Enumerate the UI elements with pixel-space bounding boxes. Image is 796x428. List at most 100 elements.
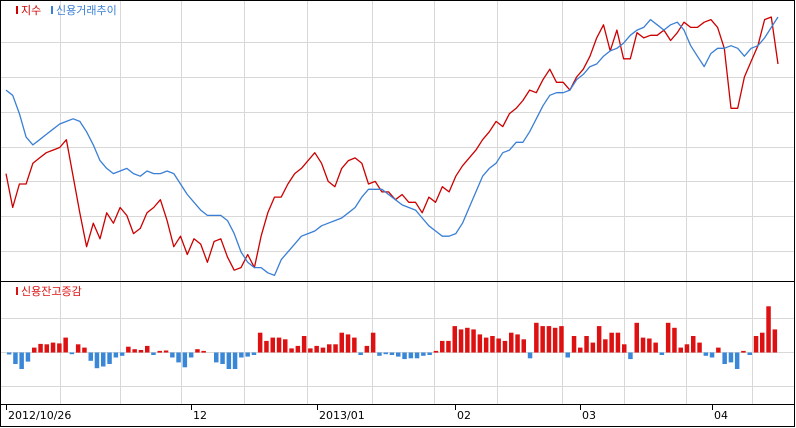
credit-balance-bar: [377, 352, 382, 356]
credit-balance-bar: [182, 352, 188, 368]
credit-balance-bar: [672, 327, 677, 353]
credit-balance-bar: [75, 344, 81, 353]
credit-balance-bar: [772, 329, 778, 353]
credit-balance-bar: [245, 352, 250, 357]
credit-balance-bar: [509, 332, 514, 353]
credit-balance-bar: [257, 332, 263, 353]
credit-balance-bar: [276, 337, 282, 353]
credit-balance-bar: [370, 332, 376, 353]
credit-balance-bar: [628, 352, 633, 360]
credit-balance-bar: [107, 352, 112, 364]
credit-balance-bar: [427, 352, 432, 355]
credit-balance-bar: [163, 350, 169, 353]
credit-balance-bar: [458, 329, 464, 353]
credit-balance-bar: [94, 352, 100, 369]
credit-balance-bar: [19, 352, 24, 369]
legend-label: 신용잔고증감: [21, 285, 82, 298]
credit-balance-bar: [126, 346, 131, 353]
credit-balance-bar: [301, 336, 307, 353]
credit-balance-bar: [352, 337, 357, 353]
credit-balance-bar: [101, 352, 106, 367]
credit-balance-bar: [188, 352, 194, 358]
credit-balance-bar: [314, 345, 319, 353]
x-tick-label: 04: [714, 409, 728, 422]
credit-balance-bar: [496, 338, 501, 353]
credit-balance-bar: [232, 352, 238, 369]
legend-label: 지수: [21, 4, 41, 17]
credit-balance-bar: [327, 344, 332, 353]
credit-balance-bar: [640, 337, 646, 353]
credit-balance-bar: [50, 342, 56, 353]
top-panel: 지수 신용거래추이: [1, 1, 794, 281]
credit-balance-bar: [251, 352, 257, 355]
credit-balance-bar: [559, 326, 564, 353]
credit-balance-bar: [283, 339, 288, 353]
credit-balance-bar: [584, 336, 589, 353]
credit-balance-bar: [534, 322, 539, 353]
credit-balance-bar: [364, 345, 370, 353]
credit-balance-bar: [728, 352, 734, 363]
x-tick-label: 2012/10/26: [8, 409, 71, 422]
credit-balance-bar: [596, 326, 602, 353]
credit-balance-bar: [615, 332, 621, 353]
credit-balance-bar: [157, 350, 162, 353]
credit-balance-bar: [540, 326, 545, 353]
credit-balance-bar: [747, 352, 752, 355]
credit-balance-bar: [226, 352, 232, 369]
credit-balance-bar: [590, 342, 596, 353]
credit-balance-bar: [603, 339, 608, 353]
x-tick-label: 12: [193, 409, 207, 422]
credit-balance-bar: [339, 332, 344, 353]
credit-balance-bar: [333, 344, 338, 353]
credit-balance-bar: [295, 345, 301, 353]
credit-balance-bar: [383, 352, 388, 355]
credit-balance-bar: [753, 336, 759, 353]
credit-balance-bar: [659, 352, 665, 355]
credit-balance-bar: [170, 352, 175, 358]
credit-balance-bar: [734, 352, 740, 369]
credit-balance-bar: [220, 352, 225, 364]
credit-balance-bar: [502, 340, 508, 353]
credit-balance-bar: [69, 352, 75, 355]
credit-balance-bar: [13, 352, 18, 364]
index-series-line: [5, 16, 779, 271]
credit-balance-bar: [527, 352, 533, 359]
credit-balance-bar: [201, 350, 206, 353]
credit-balance-bar: [239, 352, 244, 358]
credit-balance-bar: [44, 344, 49, 353]
x-tick-label: 02: [457, 409, 471, 422]
credit-balance-bar: [289, 348, 294, 353]
legend-marker: [51, 6, 53, 14]
credit-balance-bar: [38, 343, 43, 353]
credit-balance-bar: [678, 347, 683, 353]
credit-balance-bar: [57, 343, 62, 353]
credit-balance-bar: [214, 352, 219, 363]
legend-marker: [16, 287, 18, 295]
credit-balance-bar: [609, 332, 614, 353]
credit-balance-bar: [264, 340, 269, 353]
legend-marker: [16, 6, 18, 14]
x-axis: 2012/10/26 12 2013/01 02 03 04: [6, 405, 728, 422]
credit-balance-bar: [145, 345, 150, 353]
credit-balance-bar: [389, 352, 395, 355]
credit-balance-bar: [703, 352, 709, 356]
credit-balance-bar: [421, 352, 426, 356]
credit-balance-bar: [82, 347, 87, 353]
credit-balance-bar: [709, 352, 715, 358]
credit-balance-bar: [433, 350, 439, 353]
credit-balance-bar: [716, 347, 721, 353]
credit-balance-bar: [665, 322, 671, 353]
credit-balance-bar: [477, 334, 483, 353]
credit-balance-bar: [578, 347, 583, 353]
x-tick-label: 03: [582, 409, 596, 422]
credit-balance-bar: [151, 352, 156, 355]
credit-balance-bar: [521, 339, 526, 353]
credit-balance-bar: [176, 352, 181, 363]
credit-balance-bar: [408, 352, 414, 359]
credit-balance-bar: [414, 352, 420, 359]
credit-balance-bar: [465, 327, 470, 353]
credit-balance-bar: [653, 342, 658, 353]
x-tick-label: 2013/01: [319, 409, 365, 422]
